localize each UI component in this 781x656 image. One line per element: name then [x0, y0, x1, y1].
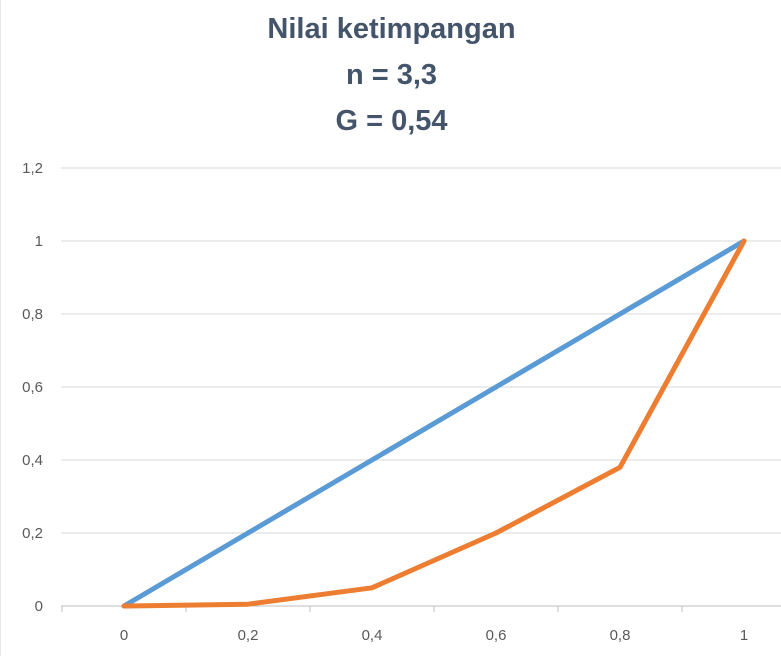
y-tick-label: 1 [35, 233, 43, 250]
series-layer [121, 238, 747, 609]
chart-title-line-1: Nilai ketimpangan [267, 13, 516, 45]
chart-title: Nilai ketimpangan n = 3,3 G = 0,54 [1, 6, 781, 144]
y-tick-label: 0,2 [22, 525, 43, 542]
x-tick-label: 1 [740, 627, 748, 644]
series-line-2 [121, 238, 747, 609]
y-tick-label: 0,8 [22, 306, 43, 323]
y-tick-label: 0,4 [22, 452, 43, 469]
x-tick-label: 0,2 [238, 627, 259, 644]
y-tick-label: 0 [35, 598, 43, 615]
x-tick-label: 0,8 [610, 627, 631, 644]
grid-layer [61, 167, 781, 612]
x-tick-label: 0 [120, 627, 128, 644]
chart-title-line-3: G = 0,54 [335, 105, 448, 137]
series-line-1 [121, 238, 747, 609]
y-tick-label: 1,2 [22, 160, 43, 177]
x-tick-label: 0,4 [362, 627, 383, 644]
x-tick-label: 0,6 [486, 627, 507, 644]
tick-layer: 0 0,2 0,4 0,6 0,8 1 1,2 0 0,2 0,4 0,6 0,8 1 [22, 160, 748, 644]
y-tick-label: 0,6 [22, 379, 43, 396]
chart-title-line-2: n = 3,3 [345, 59, 438, 91]
